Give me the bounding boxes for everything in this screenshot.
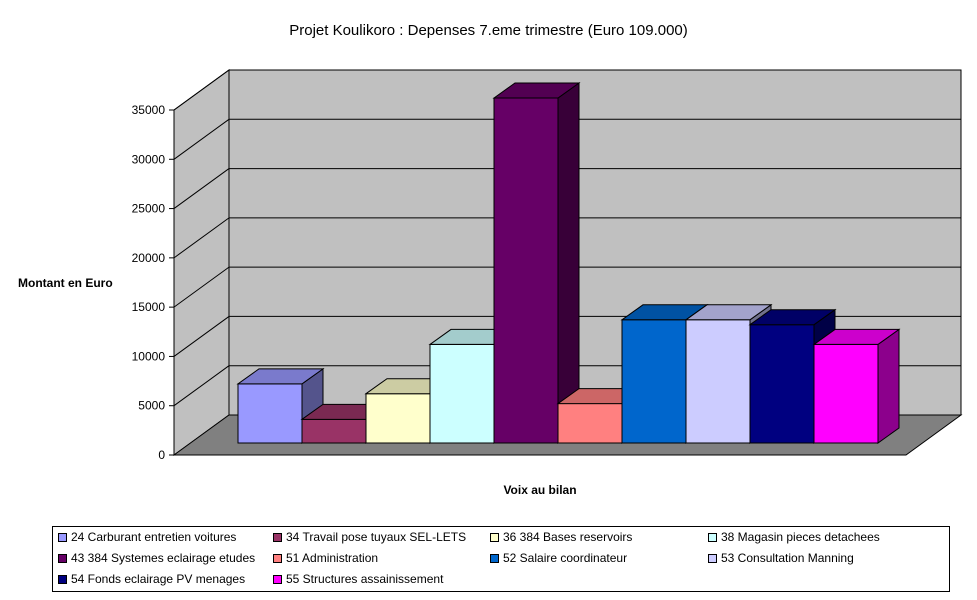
legend-swatch bbox=[708, 553, 717, 563]
legend-label: 24 Carburant entretien voitures bbox=[71, 530, 237, 544]
gridline-side bbox=[173, 316, 230, 357]
gridline-side bbox=[173, 168, 230, 209]
legend-label: 43 384 Systemes eclairage etudes bbox=[71, 551, 256, 565]
y-axis-ticks: 0 5000 10000 15000 20000 25000 30000 35000 bbox=[132, 103, 174, 462]
legend-label: 53 Consultation Manning bbox=[721, 551, 854, 565]
y-tick-label: 0 bbox=[158, 448, 165, 462]
legend-label: 34 Travail pose tuyaux SEL-LETS bbox=[286, 530, 467, 544]
bar-top bbox=[812, 328, 901, 345]
legend-label: 38 Magasin pieces detachees bbox=[721, 530, 880, 544]
y-tick-label: 5000 bbox=[138, 399, 165, 413]
y-tick-label: 10000 bbox=[132, 349, 166, 363]
legend-swatch bbox=[273, 553, 282, 563]
legend-swatch bbox=[58, 532, 67, 542]
y-axis-label: Montant en Euro bbox=[18, 276, 113, 290]
bar-top bbox=[492, 82, 581, 99]
gridline-side bbox=[173, 365, 230, 407]
legend-label: 36 384 Bases reservoirs bbox=[503, 530, 633, 544]
bar-front bbox=[685, 319, 751, 444]
bar-10 bbox=[812, 328, 901, 444]
legend-item: 34 Travail pose tuyaux SEL-LETS bbox=[273, 530, 466, 544]
gridline-side bbox=[173, 217, 230, 259]
y-tick-label: 20000 bbox=[132, 251, 166, 265]
bar-front bbox=[621, 319, 687, 444]
legend-item: 24 Carburant entretien voitures bbox=[58, 530, 236, 544]
bar-top bbox=[748, 309, 837, 326]
legend-label: 51 Administration bbox=[286, 551, 379, 565]
bar-front bbox=[365, 393, 431, 444]
y-tick-label: 30000 bbox=[132, 152, 166, 166]
legend-swatch bbox=[58, 574, 67, 584]
bar-front bbox=[813, 343, 879, 444]
legend-item: 55 Structures assainissement bbox=[273, 572, 443, 586]
legend-item: 53 Consultation Manning bbox=[708, 551, 854, 565]
bar-front bbox=[237, 383, 303, 444]
x-axis-label: Voix au bilan bbox=[503, 483, 577, 497]
legend-label: 52 Salaire coordinateur bbox=[503, 551, 628, 565]
legend-item: 43 384 Systemes eclairage etudes bbox=[58, 551, 255, 565]
y-tick-label: 25000 bbox=[132, 202, 166, 216]
bar-front bbox=[429, 343, 495, 444]
bar-5 bbox=[492, 82, 581, 444]
gridline-side bbox=[173, 266, 230, 308]
legend-item: 38 Magasin pieces detachees bbox=[708, 530, 880, 544]
legend-swatch bbox=[708, 532, 717, 542]
legend-item: 36 384 Bases reservoirs bbox=[490, 530, 632, 544]
gridlines bbox=[173, 69, 961, 407]
legend-label: 54 Fonds eclairage PV menages bbox=[71, 572, 246, 586]
y-tick-label: 15000 bbox=[132, 300, 166, 314]
bar-top bbox=[684, 304, 773, 321]
bar-side bbox=[557, 82, 580, 444]
legend: 24 Carburant entretien voitures 34 Travai… bbox=[52, 526, 950, 592]
bar-front bbox=[557, 403, 623, 444]
legend-item: 54 Fonds eclairage PV menages bbox=[58, 572, 245, 586]
legend-swatch bbox=[58, 553, 67, 563]
bar-front bbox=[301, 418, 367, 444]
chart-title: Projet Koulikoro : Depenses 7.eme trimes… bbox=[289, 22, 688, 39]
legend-swatch bbox=[490, 553, 499, 563]
gridline-side bbox=[173, 118, 230, 160]
bars bbox=[236, 82, 901, 444]
legend-swatch bbox=[273, 532, 282, 542]
bar-side bbox=[877, 328, 900, 444]
legend-item: 51 Administration bbox=[273, 551, 378, 565]
legend-swatch bbox=[273, 574, 282, 584]
y-tick-label: 35000 bbox=[132, 103, 166, 117]
legend-swatch bbox=[490, 532, 499, 542]
plot-side-wall bbox=[173, 69, 230, 456]
bar-front bbox=[493, 97, 559, 444]
bar-top bbox=[236, 368, 325, 385]
gridline-side bbox=[173, 69, 230, 111]
legend-label: 55 Structures assainissement bbox=[286, 572, 444, 586]
legend-item: 52 Salaire coordinateur bbox=[490, 551, 627, 565]
bar-front bbox=[749, 324, 815, 444]
